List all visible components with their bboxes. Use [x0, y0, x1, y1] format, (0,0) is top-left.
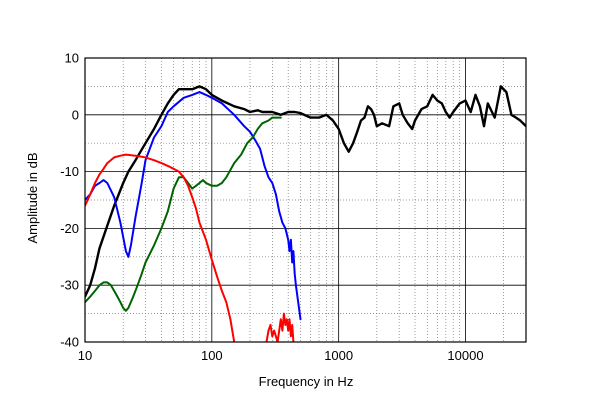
x-axis-label: Frequency in Hz: [259, 374, 354, 389]
y-tick-label: -30: [60, 278, 79, 293]
series-layer: [85, 85, 526, 342]
series-line-3: [85, 116, 282, 312]
y-tick-label: -10: [60, 164, 79, 179]
y-tick-label: -20: [60, 221, 79, 236]
series-line-1: [85, 85, 526, 298]
x-tick-label: 100: [201, 348, 223, 363]
x-tick-label: 1000: [324, 348, 353, 363]
plot-frame: [84, 57, 527, 343]
y-tick-label: -40: [60, 335, 79, 350]
y-axis-label: Amplitude in dB: [25, 152, 40, 243]
x-tick-label: 10: [78, 348, 92, 363]
grid: [84, 57, 527, 343]
x-tick-label: 10000: [447, 348, 483, 363]
y-tick-label: 0: [72, 107, 79, 122]
series-line-4: [85, 153, 236, 342]
series-line-2: [85, 91, 302, 321]
x-axis-ticks: 10 100 1000 10000: [78, 348, 484, 363]
series-line-5: [265, 312, 295, 342]
y-tick-label: 10: [65, 51, 79, 66]
y-axis-ticks: 10 0 -10 -20 -30 -40: [60, 51, 79, 350]
